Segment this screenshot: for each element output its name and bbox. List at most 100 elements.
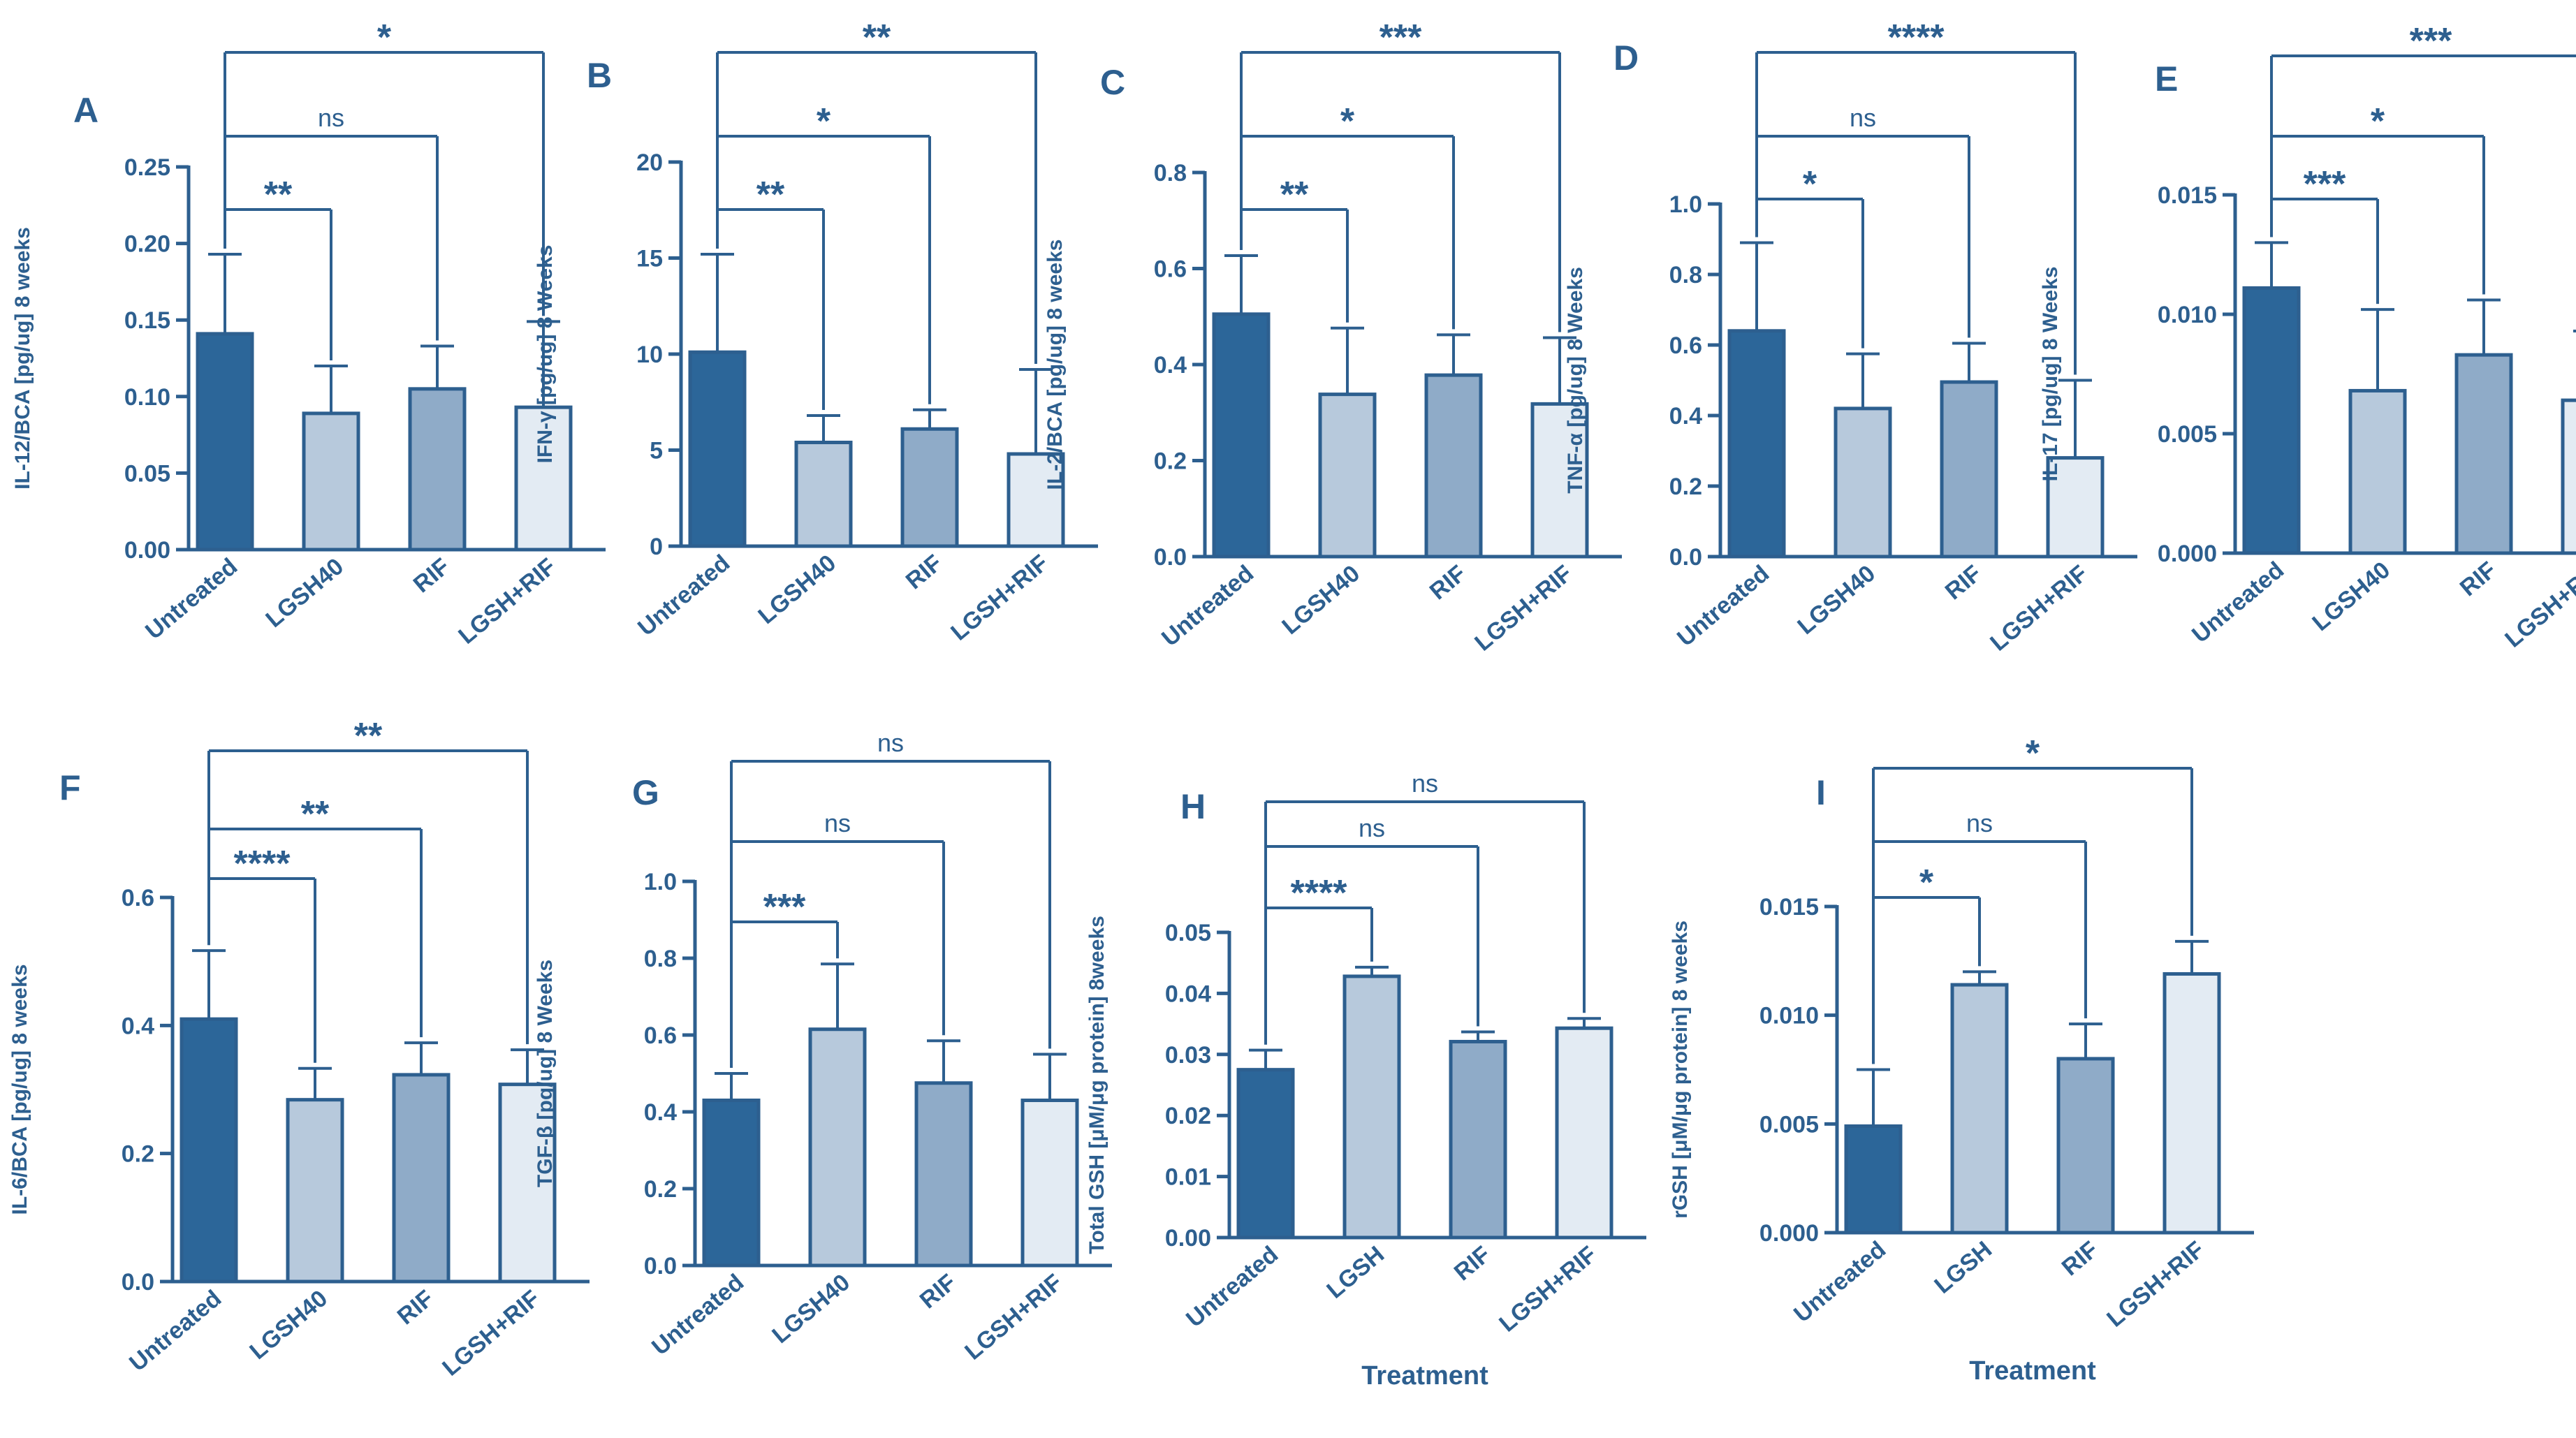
significance-label: *** [2410,21,2452,61]
significance-label: * [1340,101,1355,142]
y-tick-label: 0.05 [1165,920,1211,946]
y-tick-label: 0.4 [644,1099,677,1126]
y-tick-label: 0.2 [1154,448,1187,475]
y-axis-label: rGSH [μM/μg protein] 8 weeks [1669,920,1692,1219]
y-tick-label: 0.4 [1154,352,1187,379]
significance-label: **** [1888,17,1945,58]
panel-letter: C [1100,63,1125,102]
y-tick-label: 0.6 [644,1022,677,1049]
y-tick-label: 0.000 [2158,541,2217,567]
bar-untreated [688,350,747,548]
significance-label: * [377,17,392,58]
y-tick-label: 0.010 [2158,302,2217,328]
y-tick-label: 0.00 [124,537,170,564]
y-tick-label: 0.02 [1165,1103,1211,1129]
x-axis-label: Treatment [1361,1361,1488,1391]
bar-rif [2056,1057,2115,1235]
panel-letter: D [1613,38,1639,78]
significance-label: ns [877,728,904,757]
y-tick-label: 10 [636,342,663,368]
y-tick-label: 20 [636,149,663,176]
significance-label: **** [1291,873,1348,914]
y-tick-label: 0.2 [644,1176,677,1203]
y-tick-label: 0.15 [124,307,170,334]
y-tick-label: 0.25 [124,154,170,181]
bar-untreated [1727,329,1786,559]
significance-label: ns [1359,814,1385,842]
y-tick-label: 0.015 [2158,182,2217,209]
y-axis-label: TGF-β [pg/ug] 8 Weeks [534,960,557,1187]
y-axis-label: IL-17 [pg/ug] 8 Weeks [2039,267,2062,482]
bar-rif [1940,380,1998,559]
y-tick-label: 0.6 [1154,256,1187,283]
significance-label: ns [318,103,344,132]
panel-letter: H [1180,787,1206,826]
bar-lgsh-rif [498,1083,557,1284]
bar-lgsh40 [2348,388,2407,555]
significance-label: * [2371,101,2385,142]
panel-letter: A [73,91,98,130]
y-axis-label: IFN-γ [pg/ug] 8 Weeks [534,245,557,464]
y-tick-label: 0.2 [122,1141,154,1168]
significance-label: ns [1412,769,1438,798]
y-tick-label: 0.20 [124,231,170,258]
bar-lgsh40 [1834,406,1892,559]
y-axis-label: Total GSH [μM/μg protein] 8weeks [1085,916,1108,1254]
bar-lgsh-rif [1555,1026,1613,1240]
y-tick-label: 1.0 [644,869,677,895]
significance-label: ** [1280,175,1309,215]
y-tick-label: 0.0 [1669,544,1702,571]
bar-untreated [1212,312,1271,559]
bar-lgsh-rif [2046,456,2105,559]
significance-label: * [1919,863,1934,903]
y-tick-label: 0.8 [1669,262,1702,288]
significance-label: **** [234,844,291,884]
significance-label: ns [1850,103,1876,132]
bar-lgsh-rif [2162,972,2221,1235]
bar-rif [900,427,959,548]
bar-rif [2454,353,2513,555]
bar-untreated [1236,1068,1295,1240]
y-tick-label: 0.6 [1669,332,1702,359]
bar-lgsh40 [794,441,853,548]
y-axis-label: IL-12/BCA [pg/ug] 8 weeks [11,227,34,490]
y-tick-label: 0.6 [122,885,154,911]
y-tick-label: 0.01 [1165,1164,1211,1191]
panel-letter: G [632,773,659,812]
bar-lgsh40 [1318,392,1377,559]
chart-panel-g: G 0.0 0.2 0.4 0.6 0.8 1.0 TGF-β [pg/ug] 8 Weeks… [534,728,1112,1365]
y-tick-label: 0.05 [124,460,170,487]
x-axis-label: Treatment [1969,1356,2096,1386]
panel-letter: B [587,56,612,95]
y-tick-label: 0.0 [644,1253,677,1279]
bar-rif [1449,1039,1507,1240]
significance-label: *** [763,887,806,927]
bar-rif [392,1073,451,1284]
y-axis-label: TNF-α [pg/ug] 8 Weeks [1564,267,1587,494]
bar-lgsh-rif [1007,452,1065,548]
significance-label: ** [863,17,891,58]
bar-lgsh [1950,983,2009,1235]
y-tick-label: 0.10 [124,384,170,411]
panel-letter: F [59,768,81,807]
y-tick-label: 0.8 [644,946,677,972]
bar-lgsh40 [302,411,360,552]
significance-label: * [2026,733,2040,774]
significance-label: ** [354,716,383,756]
y-tick-label: 0.03 [1165,1042,1211,1069]
y-tick-label: 0.4 [122,1013,154,1039]
bar-lgsh [1342,974,1401,1240]
significance-label: * [1803,164,1817,205]
y-tick-label: 0.005 [1759,1111,1819,1138]
y-tick-label: 0.2 [1669,474,1702,500]
bar-rif [914,1081,973,1268]
bar-rif [408,387,467,552]
bar-lgsh40 [286,1098,344,1284]
y-tick-label: 15 [636,246,663,272]
significance-label: ** [301,794,330,835]
y-tick-label: 0.4 [1669,403,1702,430]
significance-label: ** [264,175,293,215]
y-tick-label: 0.015 [1759,894,1819,920]
bar-lgsh-rif [514,405,573,552]
